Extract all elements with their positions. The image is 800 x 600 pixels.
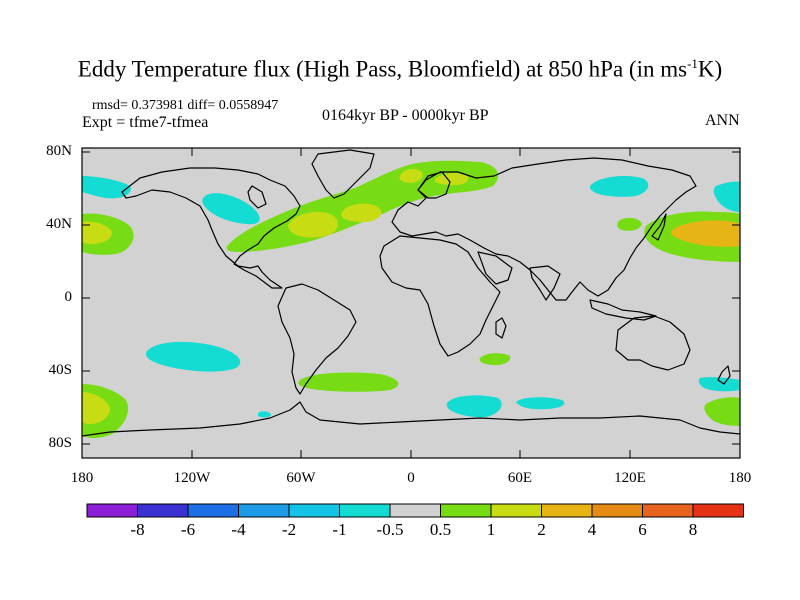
field-n-pacific-small bbox=[617, 217, 642, 231]
colorbar-box bbox=[642, 503, 694, 518]
coast-scandinavia bbox=[417, 171, 451, 199]
lat-tick-label: 80S bbox=[48, 435, 72, 451]
colorbar-box bbox=[389, 503, 441, 518]
field-n-pacific-negative-west bbox=[82, 176, 131, 199]
field-n-atlantic-core-a bbox=[288, 211, 338, 238]
lat-tick-label: 0 bbox=[64, 289, 73, 305]
field-n-atlantic-core-d bbox=[434, 172, 469, 186]
colorbar-box bbox=[339, 503, 391, 518]
figure-title: Eddy Temperature flux (High Pass, Bloomf… bbox=[0, 56, 800, 83]
lon-tick-label: 180 bbox=[728, 470, 752, 486]
colorbar-label: 8 bbox=[688, 520, 698, 539]
lon-tick-label: 60E bbox=[507, 470, 533, 486]
field-siberia-negative bbox=[589, 176, 649, 197]
field-n-atlantic-core-b bbox=[341, 203, 382, 222]
coast-madagascar bbox=[495, 317, 507, 339]
colorbar-label: -8 bbox=[130, 520, 145, 539]
colorbar-box bbox=[238, 503, 290, 518]
field-southern-ocean-west-core bbox=[82, 392, 110, 424]
coast-eurasia bbox=[391, 157, 697, 301]
stats-text: rmsd= 0.373981 diff= 0.0558947 bbox=[92, 98, 279, 113]
field-s-pacific-negative bbox=[146, 341, 241, 372]
lon-tick-label: 0 bbox=[407, 470, 415, 486]
colorbar-label: 2 bbox=[537, 520, 546, 539]
coast-australia bbox=[615, 315, 691, 371]
lon-tick-label: 60W bbox=[286, 470, 316, 486]
title-superscript: -1 bbox=[687, 56, 698, 71]
coastlines bbox=[82, 149, 740, 437]
period-label: 0164kyr BP - 0000kyr BP bbox=[322, 107, 489, 124]
colorbar-box bbox=[440, 503, 492, 518]
axis-ticks bbox=[81, 148, 741, 458]
colorbar-label: -6 bbox=[180, 520, 196, 539]
field-southern-ocean-indian-negative-b bbox=[516, 397, 565, 410]
title-main: Eddy Temperature flux (High Pass, Bloomf… bbox=[77, 56, 688, 82]
colorbar bbox=[86, 503, 744, 518]
field-southern-ocean-atlantic bbox=[298, 372, 399, 392]
field-s-pacific-small-negative bbox=[258, 411, 271, 418]
coast-antarctica bbox=[82, 401, 740, 437]
field-n-pacific-east-core bbox=[670, 220, 740, 247]
colorbar-box bbox=[86, 503, 138, 518]
field-n-pacific-west-core bbox=[82, 221, 112, 244]
colorbar-box bbox=[490, 503, 542, 518]
title-tail: K) bbox=[697, 56, 723, 82]
field-southern-ocean-pacific-negative bbox=[698, 377, 740, 392]
lon-tick-label: 180 bbox=[70, 470, 94, 486]
coast-africa bbox=[379, 235, 501, 357]
colorbar-label: -4 bbox=[231, 520, 246, 539]
colorbar-box bbox=[137, 503, 189, 518]
colorbar-label: 1 bbox=[486, 520, 496, 539]
lat-tick-label: 40N bbox=[46, 216, 72, 232]
coast-new-zealand bbox=[717, 365, 731, 385]
coast-japan bbox=[651, 213, 667, 241]
colorbar-label: 6 bbox=[638, 520, 647, 539]
colorbar-box bbox=[692, 503, 744, 518]
coast-hudson-bay bbox=[247, 185, 267, 209]
colorbar-box bbox=[288, 503, 340, 518]
lon-tick-label: 120E bbox=[614, 470, 646, 486]
field-southern-ocean-indian-negative bbox=[446, 395, 502, 418]
field-southern-ocean-east bbox=[704, 397, 740, 426]
colorbar-label: -1 bbox=[332, 520, 347, 539]
coast-greenland bbox=[311, 149, 375, 199]
colorbar-box bbox=[187, 503, 239, 518]
colorbar-box bbox=[541, 503, 593, 518]
lon-tick-label: 120W bbox=[173, 470, 211, 486]
field-ne-pacific-negative bbox=[202, 193, 260, 225]
lat-tick-label: 40S bbox=[48, 362, 72, 378]
coast-indonesia bbox=[589, 299, 657, 321]
lat-tick-label: 80N bbox=[46, 143, 72, 159]
colorbar-label: -2 bbox=[281, 520, 297, 539]
coast-india bbox=[529, 265, 561, 301]
colorbar-box bbox=[591, 503, 643, 518]
colorbar-label: 4 bbox=[587, 520, 597, 539]
field-southern-ocean-small bbox=[479, 353, 511, 366]
coast-arabia bbox=[477, 251, 513, 285]
field-n-pacific-negative-east bbox=[713, 181, 740, 212]
coast-north-america bbox=[121, 167, 301, 289]
season-label: ANN bbox=[705, 112, 740, 129]
colorbar-label: -0.5 bbox=[376, 520, 404, 539]
colorbar-label: 0.5 bbox=[429, 520, 452, 539]
experiment-label: Expt = tfme7-tfmea bbox=[82, 114, 209, 131]
map-plot bbox=[82, 148, 740, 458]
field-n-atlantic-core-c bbox=[399, 168, 423, 183]
coast-south-america bbox=[277, 283, 357, 395]
